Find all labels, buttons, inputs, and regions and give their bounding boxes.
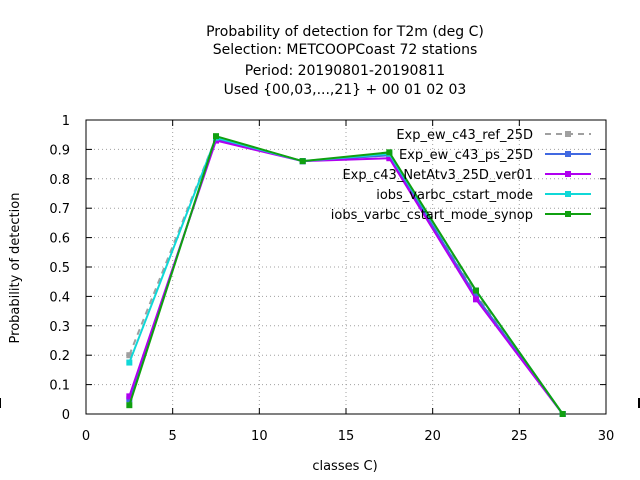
- series-point: [473, 287, 479, 294]
- legend-marker: [565, 211, 571, 217]
- legend-marker: [565, 171, 571, 177]
- y-tick-label: 0.3: [49, 320, 70, 335]
- y-tick-label: 0.9: [49, 143, 70, 158]
- x-tick-label: 0: [82, 429, 90, 444]
- y-tick-label: 0.8: [49, 173, 70, 188]
- legend-marker: [565, 131, 571, 137]
- legend-marker: [565, 191, 571, 197]
- legend-label: iobs_varbc_cstart_mode_synop: [331, 208, 533, 223]
- y-tick-label: 0.1: [49, 379, 70, 394]
- x-axis-label: classes C): [312, 459, 377, 474]
- title-line-4: Used {00,03,...,21} + 00 01 02 03: [224, 82, 467, 98]
- y-tick-label: 0.5: [49, 261, 70, 276]
- series-point: [386, 155, 393, 162]
- series-group: [126, 133, 566, 417]
- y-tick-label: 1: [62, 114, 70, 129]
- series-line: [128, 134, 564, 415]
- y-tick-label: 0.6: [49, 232, 70, 247]
- x-tick-label: 5: [169, 429, 177, 444]
- title-line-3: Period: 20190801-20190811: [245, 63, 445, 79]
- x-tick-label: 25: [511, 429, 528, 444]
- chart-title: Probability of detection for T2m (deg C)…: [206, 24, 484, 98]
- y-tick-label: 0: [62, 408, 70, 423]
- series-point: [126, 402, 133, 409]
- title-line-1: Probability of detection for T2m (deg C): [206, 24, 484, 40]
- x-tick-label: 30: [598, 429, 615, 444]
- series-point: [126, 359, 133, 366]
- series-point: [386, 149, 393, 156]
- x-tick-label: 15: [338, 429, 355, 444]
- x-tick-label: 20: [424, 429, 441, 444]
- legend-label: Exp_ew_c43_ref_25D: [396, 128, 533, 143]
- grid: [86, 120, 606, 414]
- legend-label: Exp_ew_c43_ps_25D: [399, 148, 533, 163]
- y-tick-label: 0.2: [49, 349, 70, 364]
- y-axis-label: Probability of detection: [8, 193, 23, 344]
- y-tick-label: 0.7: [49, 202, 70, 217]
- series-point: [126, 393, 133, 400]
- series-point: [299, 158, 306, 165]
- x-tick-label: 10: [251, 429, 268, 444]
- legend-marker: [565, 151, 571, 157]
- y-tick-label: 0.4: [49, 290, 70, 305]
- series-point: [126, 352, 133, 359]
- series-point: [473, 296, 479, 303]
- axis-ticks: 0 5 10 15 20 25 30 0 0.1 0.2 0.3 0.4 0.5 0.6 0.7 0.8 0.9…: [49, 114, 614, 444]
- legend-label: iobs_varbc_cstart_mode: [376, 188, 533, 203]
- title-line-2: Selection: METCOOPCoast 72 stations: [213, 42, 478, 58]
- legend: Exp_ew_c43_ref_25D Exp_ew_c43_ps_25D Exp_c…: [331, 128, 591, 223]
- legend-label: Exp_c43_NetAtv3_25D_ver01: [342, 168, 533, 183]
- series-point: [213, 133, 219, 140]
- series-point: [559, 411, 566, 417]
